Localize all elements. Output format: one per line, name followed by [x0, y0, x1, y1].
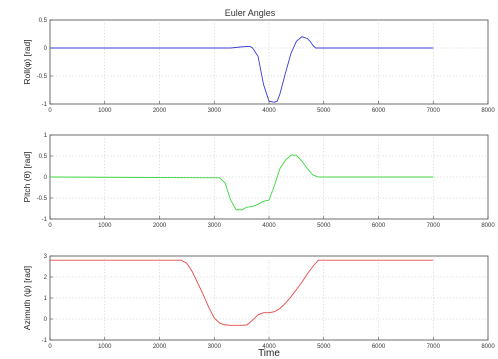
pitch-x-tick-label: 1000: [98, 223, 112, 229]
azimuth-y-tick-label: 0: [44, 317, 48, 323]
roll-y-tick-label: 0: [44, 46, 48, 52]
azimuth-x-tick-label: 4000: [262, 344, 276, 350]
figure-title: Euler Angles: [225, 8, 276, 18]
azimuth-y-tick-label: 1: [44, 296, 48, 302]
azimuth-y-tick-label: -1: [42, 338, 48, 344]
roll-x-tick-label: 6000: [372, 108, 386, 114]
roll-x-tick-label: 5000: [317, 108, 331, 114]
azimuth-y-tick-label: 3: [44, 254, 48, 260]
pitch-panel: 0 1000 2000 3000 4000 5000 6000 7000 8000 1 0.5 0 -0…: [22, 133, 495, 229]
pitch-series-line: [49, 154, 434, 211]
azimuth-x-tick-label: 8000: [481, 344, 495, 350]
roll-x-tick-label: 2000: [153, 108, 167, 114]
azimuth-x-tick-label: 3000: [208, 344, 222, 350]
pitch-x-tick-label: 6000: [372, 223, 386, 229]
azimuth-x-tick-label: 0: [48, 344, 52, 350]
pitch-x-tick-label: 7000: [427, 223, 441, 229]
time-axis-label: Time: [258, 348, 280, 359]
roll-y-tick-label: -0.5: [37, 74, 48, 80]
azimuth-panel: 0 1000 2000 3000 4000 5000 6000 7000 80003210-1A…: [22, 254, 495, 359]
pitch-x-tick-label: 5000: [317, 223, 331, 229]
pitch-x-tick-label: 0: [48, 223, 52, 229]
azimuth-x-tick-label: 6000: [372, 344, 386, 350]
pitch-x-tick-label: 8000: [481, 223, 495, 229]
azimuth-y-tick-label: 2: [44, 275, 48, 281]
pitch-y-tick-label: 0: [44, 175, 48, 181]
azimuth-y-axis-label: Azimuth (ψ) [rad]: [22, 266, 32, 330]
roll-x-tick-label: 3000: [208, 108, 222, 114]
roll-y-axis-label: Roll(φ) [rad]: [22, 39, 32, 84]
pitch-x-tick-label: 4000: [262, 223, 276, 229]
roll-x-tick-label: 8000: [481, 108, 495, 114]
roll-x-tick-label: 1000: [98, 108, 112, 114]
pitch-y-tick-label: 0.5: [39, 154, 48, 160]
pitch-y-tick-label: -1: [42, 217, 48, 223]
azimuth-x-tick-label: 7000: [427, 344, 441, 350]
azimuth-x-tick-label: 2000: [153, 344, 167, 350]
azimuth-x-tick-label: 5000: [317, 344, 331, 350]
roll-x-tick-label: 0: [48, 108, 52, 114]
roll-y-tick-label: 0.5: [39, 18, 48, 24]
azimuth-series-line: [50, 259, 434, 326]
pitch-y-tick-label: 1: [44, 133, 48, 139]
pitch-x-tick-label: 3000: [208, 223, 222, 229]
roll-series-line: [50, 36, 434, 103]
roll-x-tick-label: 7000: [427, 108, 441, 114]
azimuth-x-tick-label: 1000: [98, 344, 112, 350]
roll-panel: 0 1000 2000 3000 4000 5000 6000 7000 8000 0.5 0 -0.…: [22, 18, 495, 114]
roll-x-tick-label: 4000: [262, 108, 276, 114]
pitch-y-tick-label: -0.5: [37, 196, 48, 202]
roll-y-tick-label: -1: [42, 102, 48, 108]
pitch-x-tick-label: 2000: [153, 223, 167, 229]
pitch-y-axis-label: Pitch (θ) [rad]: [22, 151, 32, 202]
